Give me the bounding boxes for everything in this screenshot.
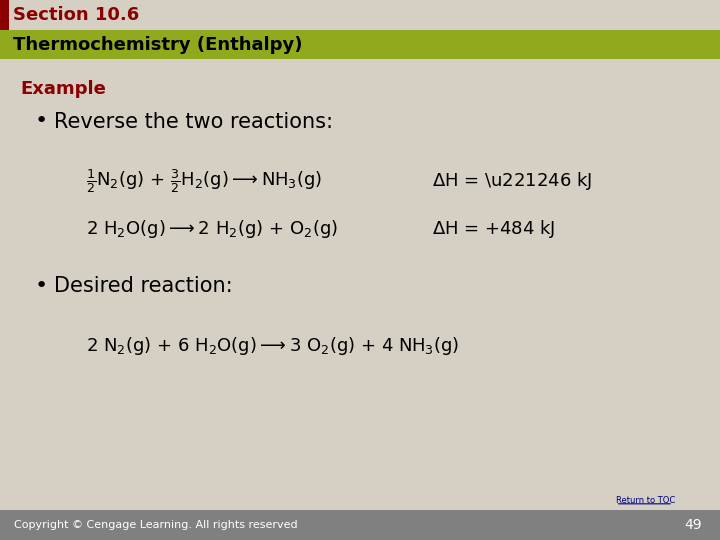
- Text: Copyright © Cengage Learning. All rights reserved: Copyright © Cengage Learning. All rights…: [14, 520, 298, 530]
- Text: Example: Example: [20, 80, 106, 98]
- Text: •: •: [35, 111, 48, 132]
- Text: Desired reaction:: Desired reaction:: [54, 276, 233, 296]
- Text: $\Delta$H = \u221246 kJ: $\Delta$H = \u221246 kJ: [432, 170, 592, 192]
- Text: 49: 49: [685, 518, 702, 532]
- Text: 2 H$_2$O(g)$\longrightarrow$2 H$_2$(g) + O$_2$(g): 2 H$_2$O(g)$\longrightarrow$2 H$_2$(g) +…: [86, 219, 338, 240]
- Text: •: •: [35, 276, 48, 296]
- Text: Thermochemistry (Enthalpy): Thermochemistry (Enthalpy): [13, 36, 302, 53]
- Text: $\frac{1}{2}$N$_2$(g) + $\frac{3}{2}$H$_2$(g)$\longrightarrow$NH$_3$(g): $\frac{1}{2}$N$_2$(g) + $\frac{3}{2}$H$_…: [86, 167, 323, 195]
- Text: Return to TOC: Return to TOC: [616, 496, 675, 505]
- Text: $\Delta$H = +484 kJ: $\Delta$H = +484 kJ: [432, 219, 555, 240]
- Text: 2 N$_2$(g) + 6 H$_2$O(g)$\longrightarrow$3 O$_2$(g) + 4 NH$_3$(g): 2 N$_2$(g) + 6 H$_2$O(g)$\longrightarrow…: [86, 335, 460, 356]
- Text: Reverse the two reactions:: Reverse the two reactions:: [54, 111, 333, 132]
- Text: Section 10.6: Section 10.6: [13, 6, 139, 24]
